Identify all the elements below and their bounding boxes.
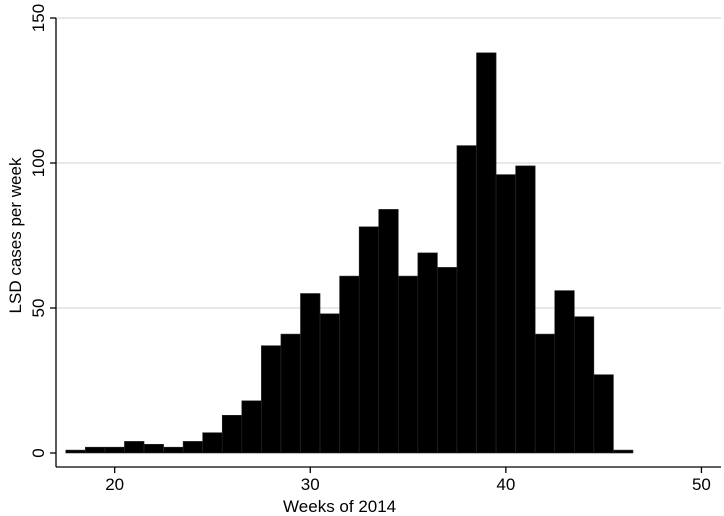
bars <box>65 52 634 454</box>
histogram-bar <box>613 449 634 454</box>
histogram-bar <box>495 174 516 454</box>
histogram-bar <box>104 446 125 454</box>
histogram-bar <box>378 209 399 454</box>
x-tick-label: 40 <box>496 475 515 494</box>
ticks: 0 50 100 150 20 30 40 50 <box>29 4 711 494</box>
y-tick-label: 50 <box>29 299 48 318</box>
y-axis-title: LSD cases per week <box>6 157 25 313</box>
histogram-bar <box>456 145 477 454</box>
histogram-bar <box>202 432 223 454</box>
histogram-bar <box>554 290 575 454</box>
histogram-bar <box>339 275 360 454</box>
histogram-bar <box>476 52 497 454</box>
histogram-bar <box>163 446 184 454</box>
histogram-bar <box>534 333 556 454</box>
histogram-bar <box>143 443 164 454</box>
histogram-bar <box>241 400 262 454</box>
x-axis-title: Weeks of 2014 <box>283 497 396 516</box>
histogram-bar <box>182 441 203 454</box>
histogram-bar <box>593 374 614 454</box>
x-tick-label: 50 <box>692 475 711 494</box>
axes <box>55 18 721 468</box>
y-tick-label: 150 <box>29 4 48 32</box>
histogram-bar <box>124 441 145 454</box>
histogram-bar <box>358 226 380 454</box>
histogram-bar <box>397 275 419 454</box>
histogram-bar <box>280 333 301 454</box>
histogram-bar <box>261 345 282 454</box>
histogram-bar <box>515 165 536 454</box>
histogram-bar <box>221 414 243 454</box>
histogram-bar <box>574 316 595 454</box>
x-tick-label: 30 <box>301 475 320 494</box>
histogram-bar <box>300 293 321 454</box>
histogram-bar <box>319 313 340 454</box>
histogram-bar <box>85 446 106 454</box>
histogram-bar <box>417 252 438 454</box>
y-tick-label: 0 <box>29 448 48 457</box>
histogram-bar <box>65 449 86 454</box>
histogram-bar <box>437 267 458 454</box>
y-tick-label: 100 <box>29 149 48 177</box>
x-tick-label: 20 <box>105 475 124 494</box>
